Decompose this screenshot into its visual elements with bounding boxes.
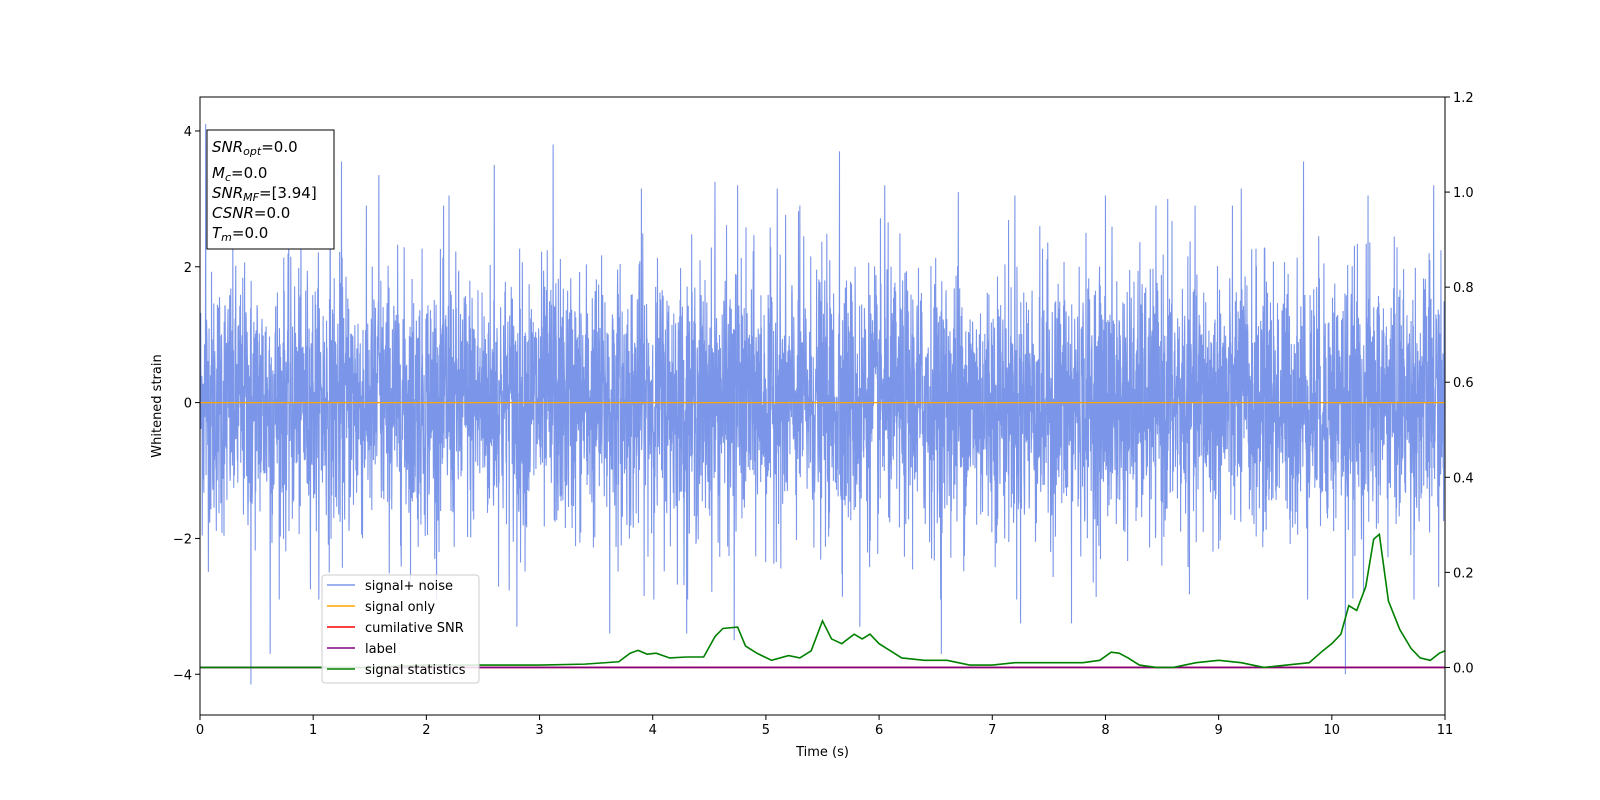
info-mc: Mc=0.0 [212,164,267,184]
x-tick-label: 11 [1437,723,1454,738]
info-tm: Tm=0.0 [212,224,268,244]
info-box-frame [206,129,335,250]
y2-tick-label: 0.0 [1453,661,1474,676]
y2-tick-label: 1.0 [1453,186,1474,201]
info-snr-mf: SNRMF=[3.94] [212,184,317,204]
x-axis-label: Time (s) [795,745,849,760]
y-tick-label: −2 [173,532,192,547]
plot-frame [199,96,1446,716]
legend-label-text: signal only [365,600,435,615]
y-axis-label: Whitened strain [150,354,165,457]
y-tick-label: −4 [173,668,192,683]
x-tick-label: 5 [762,723,770,738]
legend-label-text: signal statistics [365,663,466,678]
x-tick-label: 9 [1214,723,1222,738]
series-signal-statistics [200,532,1445,669]
legend-label-text: signal+ noise [365,579,453,594]
legend: signal+ noise signal only cumilative SNR la… [321,574,480,684]
x-tick-label: 2 [422,723,430,738]
legend-signal-statistics: signal statistics [327,663,466,678]
legend-cumulative-snr: cumilative SNR [327,621,464,636]
legend-signal-noise: signal+ noise [327,579,453,594]
x-tick-label: 1 [309,723,317,738]
x-tick-label: 4 [649,723,657,738]
legend-label-text: label [365,642,396,657]
info-csnr: CSNR=0.0 [212,204,290,222]
axis-ticks: 0 1 2 3 4 5 6 7 8 9 10 11 −4 −2 0 2 4 0.0 0.2 0.4 0.6 0.8 1.0 1… [173,91,1474,738]
legend-signal-only: signal only [327,600,435,615]
legend-label: label [327,642,396,657]
x-tick-label: 0 [196,723,204,738]
x-tick-label: 3 [535,723,543,738]
y-tick-label: 4 [184,125,192,140]
y-tick-label: 0 [184,397,192,412]
info-box: SNRopt=0.0 Mc=0.0 SNRMF=[3.94] CSNR=0.0 … [206,129,335,250]
y2-tick-label: 0.8 [1453,281,1474,296]
y2-tick-label: 0.2 [1453,566,1474,581]
x-tick-label: 10 [1324,723,1341,738]
legend-label-text: cumilative SNR [365,621,464,636]
info-snr-opt: SNRopt=0.0 [212,138,298,158]
y-tick-label: 2 [184,261,192,276]
legend-frame [321,574,480,684]
x-tick-label: 7 [988,723,996,738]
x-tick-label: 6 [875,723,883,738]
y2-tick-label: 0.4 [1453,471,1474,486]
y2-tick-label: 0.6 [1453,376,1474,391]
y2-tick-label: 1.2 [1453,91,1474,106]
series-signal-noise [200,124,1445,685]
x-tick-label: 8 [1101,723,1109,738]
